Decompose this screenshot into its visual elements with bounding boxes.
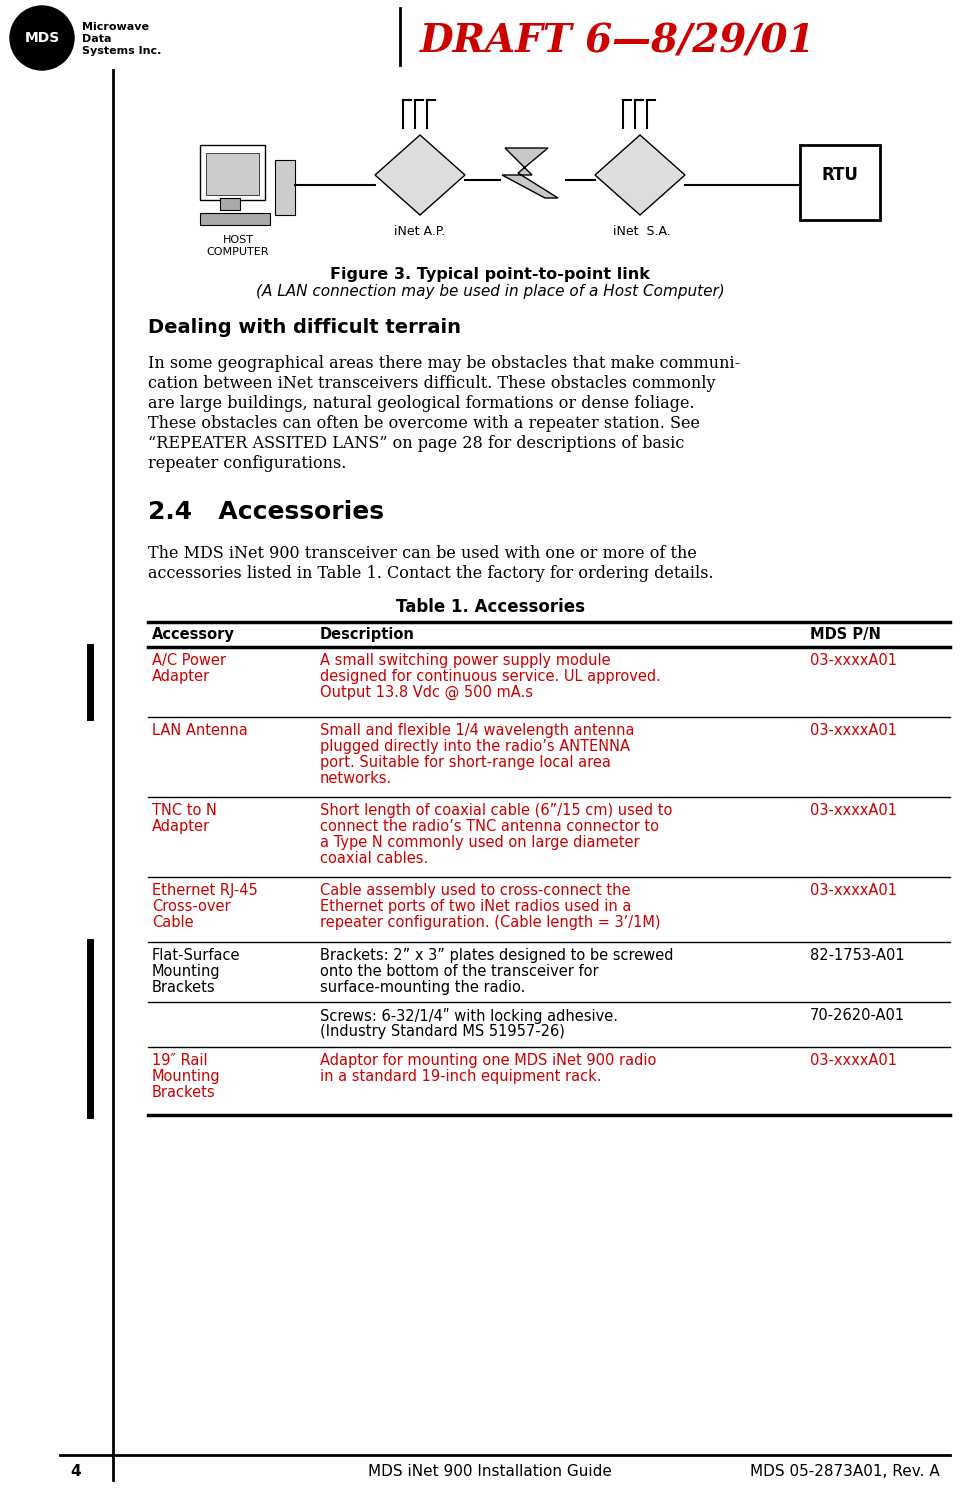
Text: A small switching power supply module: A small switching power supply module [320,653,611,668]
Text: 2.4   Accessories: 2.4 Accessories [148,500,384,524]
Text: 82-1753-A01: 82-1753-A01 [810,949,905,964]
Text: DRAFT 6—8/29/01: DRAFT 6—8/29/01 [420,22,815,61]
Text: (Industry Standard MS 51957-26): (Industry Standard MS 51957-26) [320,1023,564,1038]
Text: Short length of coaxial cable (6”/15 cm) used to: Short length of coaxial cable (6”/15 cm)… [320,802,672,819]
Text: MDS 05-2873A01, Rev. A: MDS 05-2873A01, Rev. A [751,1464,940,1479]
Text: accessories listed in Table 1. Contact the factory for ordering details.: accessories listed in Table 1. Contact t… [148,565,713,583]
Text: COMPUTER: COMPUTER [207,247,270,257]
Text: MDS: MDS [24,31,60,45]
Text: Cable: Cable [152,914,194,929]
Text: Output 13.8 Vdc @ 500 mA.s: Output 13.8 Vdc @ 500 mA.s [320,686,533,701]
Text: plugged directly into the radio’s ANTENNA: plugged directly into the radio’s ANTENN… [320,740,630,754]
Text: Mounting: Mounting [152,1070,220,1085]
Text: designed for continuous service. UL approved.: designed for continuous service. UL appr… [320,669,661,684]
Text: surface-mounting the radio.: surface-mounting the radio. [320,980,525,995]
Text: MDS P/N: MDS P/N [810,627,881,642]
Polygon shape [490,148,565,199]
Text: Figure 3. Typical point-to-point link: Figure 3. Typical point-to-point link [330,267,650,282]
Text: MDS iNet 900 Installation Guide: MDS iNet 900 Installation Guide [368,1464,612,1479]
Text: Description: Description [320,627,415,642]
Text: 03-xxxxA01: 03-xxxxA01 [810,1053,897,1068]
Bar [800,145,880,220]
Text: Accessory: Accessory [152,627,235,642]
Text: Adapter: Adapter [152,819,210,834]
Text: 70-2620-A01: 70-2620-A01 [810,1008,906,1023]
Text: onto the bottom of the transceiver for: onto the bottom of the transceiver for [320,964,599,979]
Text: 03-xxxxA01: 03-xxxxA01 [810,802,897,819]
Text: Screws: 6-32/1/4ʺ with locking adhesive.: Screws: 6-32/1/4ʺ with locking adhesive. [320,1008,618,1023]
Text: Ethernet ports of two iNet radios used in a: Ethernet ports of two iNet radios used i… [320,899,631,914]
Polygon shape [502,148,558,199]
Text: are large buildings, natural geological formations or dense foliage.: are large buildings, natural geological … [148,394,695,412]
Bar [275,160,295,215]
Text: Brackets: Brackets [152,1085,216,1100]
Text: Flat-Surface: Flat-Surface [152,949,240,964]
Text: Mounting: Mounting [152,964,220,979]
Text: connect the radio’s TNC antenna connector to: connect the radio’s TNC antenna connecto… [320,819,659,834]
Text: Adaptor for mounting one MDS iNet 900 radio: Adaptor for mounting one MDS iNet 900 ra… [320,1053,657,1068]
Text: Dealing with difficult terrain: Dealing with difficult terrain [148,318,461,338]
Text: In some geographical areas there may be obstacles that make communi-: In some geographical areas there may be … [148,356,740,372]
Text: The MDS iNet 900 transceiver can be used with one or more of the: The MDS iNet 900 transceiver can be used… [148,545,697,562]
Text: Brackets: 2” x 3” plates designed to be screwed: Brackets: 2” x 3” plates designed to be … [320,949,673,964]
Text: Adapter: Adapter [152,669,210,684]
Text: These obstacles can often be overcome with a repeater station. See: These obstacles can often be overcome wi… [148,415,700,432]
Text: in a standard 19-inch equipment rack.: in a standard 19-inch equipment rack. [320,1070,602,1085]
Text: coaxial cables.: coaxial cables. [320,852,428,867]
Text: networks.: networks. [320,771,392,786]
Text: LAN Antenna: LAN Antenna [152,723,248,738]
Text: 4: 4 [70,1464,80,1479]
Text: repeater configuration. (Cable length = 3’/1M): repeater configuration. (Cable length = … [320,914,661,929]
Bar [220,199,240,211]
Text: Small and flexible 1/4 wavelength antenna: Small and flexible 1/4 wavelength antenn… [320,723,634,738]
Circle shape [10,6,74,70]
Text: RTU: RTU [821,166,858,184]
Text: A/C Power: A/C Power [152,653,226,668]
Text: “REPEATER ASSITED LANS” on page 28 for descriptions of basic: “REPEATER ASSITED LANS” on page 28 for d… [148,435,684,453]
Text: cation between iNet transceivers difficult. These obstacles commonly: cation between iNet transceivers difficu… [148,375,715,391]
Polygon shape [595,134,685,215]
Text: 19″ Rail: 19″ Rail [152,1053,208,1068]
Text: repeater configurations.: repeater configurations. [148,456,346,472]
Text: Microwave: Microwave [82,22,149,31]
Text: Table 1. Accessories: Table 1. Accessories [396,598,584,616]
Text: Cross-over: Cross-over [152,899,230,914]
Polygon shape [375,134,465,215]
Text: Data: Data [82,34,112,43]
Text: Brackets: Brackets [152,980,216,995]
Text: Ethernet RJ-45: Ethernet RJ-45 [152,883,258,898]
Bar [200,214,270,226]
Text: Systems Inc.: Systems Inc. [82,46,162,55]
Bar [206,152,259,196]
Text: (A LAN connection may be used in place of a Host Computer): (A LAN connection may be used in place o… [256,284,724,299]
Text: a Type N commonly used on large diameter: a Type N commonly used on large diameter [320,835,640,850]
Text: 03-xxxxA01: 03-xxxxA01 [810,883,897,898]
Text: iNet A.P.: iNet A.P. [394,226,446,238]
Text: 03-xxxxA01: 03-xxxxA01 [810,653,897,668]
Text: 03-xxxxA01: 03-xxxxA01 [810,723,897,738]
Text: port. Suitable for short-range local area: port. Suitable for short-range local are… [320,754,611,769]
Text: iNet  S.A.: iNet S.A. [613,226,671,238]
Text: HOST: HOST [222,235,254,245]
Bar [200,145,265,200]
Text: Cable assembly used to cross-connect the: Cable assembly used to cross-connect the [320,883,630,898]
Text: TNC to N: TNC to N [152,802,217,819]
